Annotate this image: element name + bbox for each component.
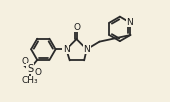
Text: S: S <box>27 64 33 74</box>
Text: O: O <box>73 23 80 32</box>
Text: O: O <box>21 57 28 66</box>
Text: N: N <box>83 45 90 54</box>
Text: CH₃: CH₃ <box>22 76 38 85</box>
Text: N: N <box>126 18 133 27</box>
Text: N: N <box>63 45 70 54</box>
Text: O: O <box>35 68 42 77</box>
